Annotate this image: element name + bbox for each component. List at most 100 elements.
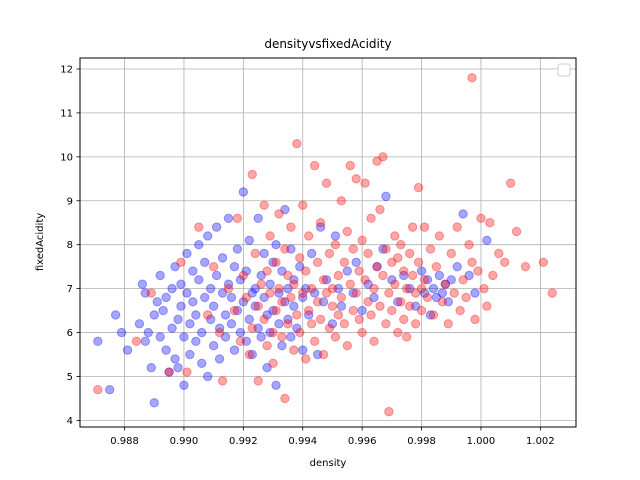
data-point xyxy=(259,292,269,303)
data-point xyxy=(295,261,305,272)
data-point xyxy=(333,283,344,294)
data-point xyxy=(286,222,296,232)
data-point xyxy=(342,341,353,351)
data-point xyxy=(232,213,243,224)
data-point xyxy=(176,279,186,289)
data-point xyxy=(179,332,189,342)
data-point xyxy=(262,310,272,320)
data-point xyxy=(220,310,231,320)
data-point xyxy=(446,275,456,285)
data-point xyxy=(318,275,329,285)
data-point xyxy=(283,319,293,329)
data-point xyxy=(280,204,290,215)
data-point xyxy=(131,336,142,347)
data-point xyxy=(277,297,287,307)
data-point xyxy=(268,305,278,316)
data-point xyxy=(393,297,403,307)
data-point xyxy=(378,152,388,162)
y-tick-label: 6 xyxy=(67,328,73,339)
data-point xyxy=(173,314,183,325)
data-point xyxy=(410,319,421,329)
data-point xyxy=(143,327,154,338)
data-point xyxy=(354,314,364,325)
data-point xyxy=(247,169,257,180)
data-point xyxy=(176,301,186,311)
data-point xyxy=(413,257,424,267)
data-point xyxy=(410,288,421,298)
data-point xyxy=(381,191,391,202)
data-point xyxy=(354,266,364,276)
data-point xyxy=(440,279,451,289)
data-point xyxy=(419,288,430,298)
data-point xyxy=(203,371,213,382)
data-point xyxy=(235,336,246,347)
data-point xyxy=(404,301,415,311)
data-point xyxy=(238,187,249,197)
data-point xyxy=(220,332,231,342)
data-point xyxy=(390,279,400,289)
data-point xyxy=(292,138,302,149)
data-point xyxy=(372,156,382,166)
data-point xyxy=(318,349,329,360)
data-point xyxy=(217,288,228,298)
data-point xyxy=(467,257,477,267)
data-point xyxy=(505,178,516,188)
data-point xyxy=(274,283,284,294)
data-point xyxy=(369,292,379,303)
data-point xyxy=(434,231,445,241)
data-point xyxy=(467,73,477,83)
data-point xyxy=(458,209,468,219)
data-point xyxy=(238,297,249,307)
data-point xyxy=(217,376,228,386)
data-point xyxy=(443,297,453,307)
data-point xyxy=(431,261,442,272)
data-point xyxy=(188,297,198,307)
data-point xyxy=(250,283,260,294)
data-point xyxy=(277,332,287,342)
data-point xyxy=(253,301,263,311)
x-tick-label: 0.992 xyxy=(229,436,258,447)
data-point xyxy=(262,362,272,373)
data-point xyxy=(318,297,329,307)
data-point xyxy=(399,270,409,281)
data-point xyxy=(425,310,436,320)
data-point xyxy=(211,270,222,281)
data-point xyxy=(330,239,341,250)
x-axis-label: density xyxy=(310,458,347,469)
data-point xyxy=(208,261,219,272)
data-point xyxy=(167,323,177,333)
data-point xyxy=(158,305,168,316)
data-point xyxy=(283,270,293,281)
data-point xyxy=(330,231,341,241)
data-point xyxy=(298,345,308,355)
data-point xyxy=(191,336,201,347)
data-point xyxy=(357,235,367,246)
data-point xyxy=(140,336,151,347)
data-point xyxy=(321,178,332,188)
data-point xyxy=(333,270,344,281)
data-point xyxy=(188,266,198,276)
data-point xyxy=(422,292,433,303)
data-point xyxy=(200,257,210,267)
data-point xyxy=(268,358,278,369)
data-point xyxy=(369,336,379,347)
data-point xyxy=(298,200,308,210)
data-point xyxy=(271,380,281,390)
data-point xyxy=(330,332,341,342)
data-point xyxy=(387,305,397,316)
x-tick-label: 0.994 xyxy=(288,436,317,447)
y-tick-label: 5 xyxy=(67,372,73,383)
x-tick-label: 0.998 xyxy=(407,436,436,447)
data-point xyxy=(422,275,433,285)
y-tick-label: 4 xyxy=(67,416,73,427)
data-point xyxy=(289,301,299,311)
data-point xyxy=(437,297,448,307)
data-point xyxy=(345,279,355,289)
data-point xyxy=(149,310,159,320)
data-point xyxy=(152,297,162,307)
chart-title: densityvsfixedAcidity xyxy=(264,37,391,51)
data-point xyxy=(416,305,427,316)
y-tick-label: 8 xyxy=(67,240,73,251)
data-point xyxy=(336,292,347,303)
data-point xyxy=(197,358,207,369)
